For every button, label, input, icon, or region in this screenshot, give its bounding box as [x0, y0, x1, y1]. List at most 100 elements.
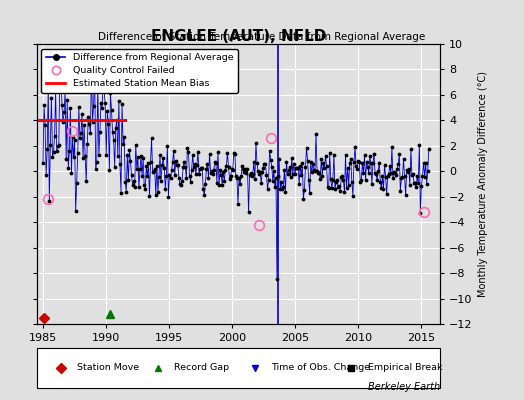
- Point: [96, 129, 104, 136]
- Point: [317, 156, 325, 162]
- Title: ENGLEE (AUT), NFLD: ENGLEE (AUT), NFLD: [151, 29, 326, 44]
- Point: [392, 172, 400, 178]
- Point: [259, 164, 267, 171]
- Point: [72, 180, 81, 186]
- Point: [366, 153, 374, 160]
- Point: [374, 168, 383, 175]
- Legend: Difference from Regional Average, Quality Control Failed, Estimated Station Mean: Difference from Regional Average, Qualit…: [41, 49, 238, 93]
- Point: [389, 175, 397, 181]
- Point: [316, 176, 324, 182]
- Point: [403, 168, 412, 175]
- Point: [386, 162, 394, 169]
- Point: [78, 111, 86, 117]
- Point: [271, 184, 279, 190]
- Point: [255, 171, 263, 177]
- Point: [127, 172, 136, 178]
- Point: [282, 158, 291, 165]
- Point: [66, 104, 74, 111]
- Point: [201, 181, 210, 188]
- Point: [44, 84, 52, 90]
- Point: [396, 188, 405, 194]
- Point: [102, 152, 111, 158]
- Point: [180, 158, 189, 165]
- Point: [133, 166, 141, 172]
- Point: [303, 158, 312, 164]
- Point: [243, 166, 252, 172]
- Point: [245, 172, 254, 178]
- Point: [383, 190, 391, 197]
- Point: [401, 192, 410, 198]
- Point: [263, 172, 271, 178]
- Point: [276, 186, 285, 192]
- Point: [70, 137, 79, 144]
- Point: [355, 158, 364, 165]
- Point: [135, 184, 143, 191]
- Point: [69, 154, 78, 160]
- Point: [258, 169, 266, 176]
- Point: [239, 166, 247, 172]
- Point: [274, 173, 282, 179]
- Point: [209, 170, 217, 177]
- Point: [241, 166, 249, 172]
- Point: [56, 68, 64, 74]
- Point: [377, 185, 386, 192]
- Point: [45, 198, 53, 204]
- Point: [50, 132, 59, 139]
- Point: [169, 148, 178, 154]
- Point: [266, 148, 274, 154]
- Point: [302, 144, 311, 151]
- Point: [363, 158, 371, 165]
- Point: [277, 179, 286, 186]
- Point: [48, 154, 57, 160]
- Point: [308, 169, 316, 176]
- Point: [388, 144, 396, 151]
- Point: [350, 159, 358, 166]
- Point: [312, 130, 320, 137]
- Point: [330, 152, 338, 158]
- Point: [214, 149, 222, 155]
- Point: [128, 182, 137, 188]
- Point: [126, 158, 135, 164]
- Point: [108, 129, 117, 135]
- Point: [234, 201, 242, 207]
- Point: [39, 160, 47, 167]
- Point: [218, 182, 226, 188]
- Point: [254, 168, 262, 174]
- Point: [369, 160, 377, 166]
- Point: [192, 171, 200, 177]
- Text: Record Gap: Record Gap: [174, 364, 229, 372]
- Point: [279, 184, 288, 190]
- Point: [405, 166, 413, 172]
- Point: [190, 164, 198, 170]
- Point: [42, 172, 50, 178]
- Point: [329, 176, 337, 183]
- Point: [63, 97, 71, 103]
- Point: [356, 179, 365, 185]
- Point: [196, 166, 204, 173]
- Point: [220, 178, 228, 184]
- Point: [163, 143, 171, 150]
- Point: [213, 180, 221, 186]
- Point: [224, 164, 233, 170]
- Point: [278, 186, 287, 192]
- Point: [310, 167, 318, 173]
- Point: [173, 162, 181, 168]
- Point: [320, 164, 329, 171]
- Point: [49, 149, 58, 155]
- Point: [358, 160, 367, 167]
- Point: [43, 146, 51, 152]
- Point: [268, 163, 276, 170]
- Point: [373, 176, 381, 183]
- Point: [54, 142, 63, 148]
- Point: [77, 130, 85, 136]
- Point: [400, 173, 409, 179]
- Point: [293, 164, 301, 171]
- Point: [362, 177, 370, 184]
- Point: [130, 184, 139, 190]
- Point: [211, 159, 219, 166]
- Point: [67, 170, 75, 176]
- Point: [221, 167, 230, 174]
- Point: [162, 172, 170, 179]
- Point: [81, 152, 90, 159]
- Point: [240, 168, 248, 175]
